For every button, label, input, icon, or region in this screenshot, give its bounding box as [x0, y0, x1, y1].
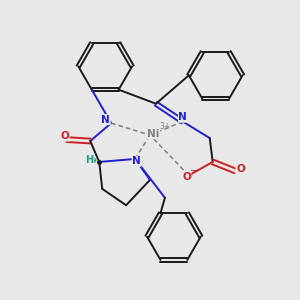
- Text: −: −: [190, 166, 198, 176]
- Text: O: O: [236, 164, 245, 174]
- Text: Ni: Ni: [147, 129, 160, 139]
- Text: 3+: 3+: [160, 122, 171, 131]
- Text: N: N: [132, 156, 141, 166]
- Text: H: H: [85, 154, 94, 165]
- Text: N: N: [101, 115, 110, 124]
- Text: O: O: [182, 172, 191, 182]
- Text: N: N: [178, 112, 187, 122]
- Text: O: O: [61, 131, 69, 141]
